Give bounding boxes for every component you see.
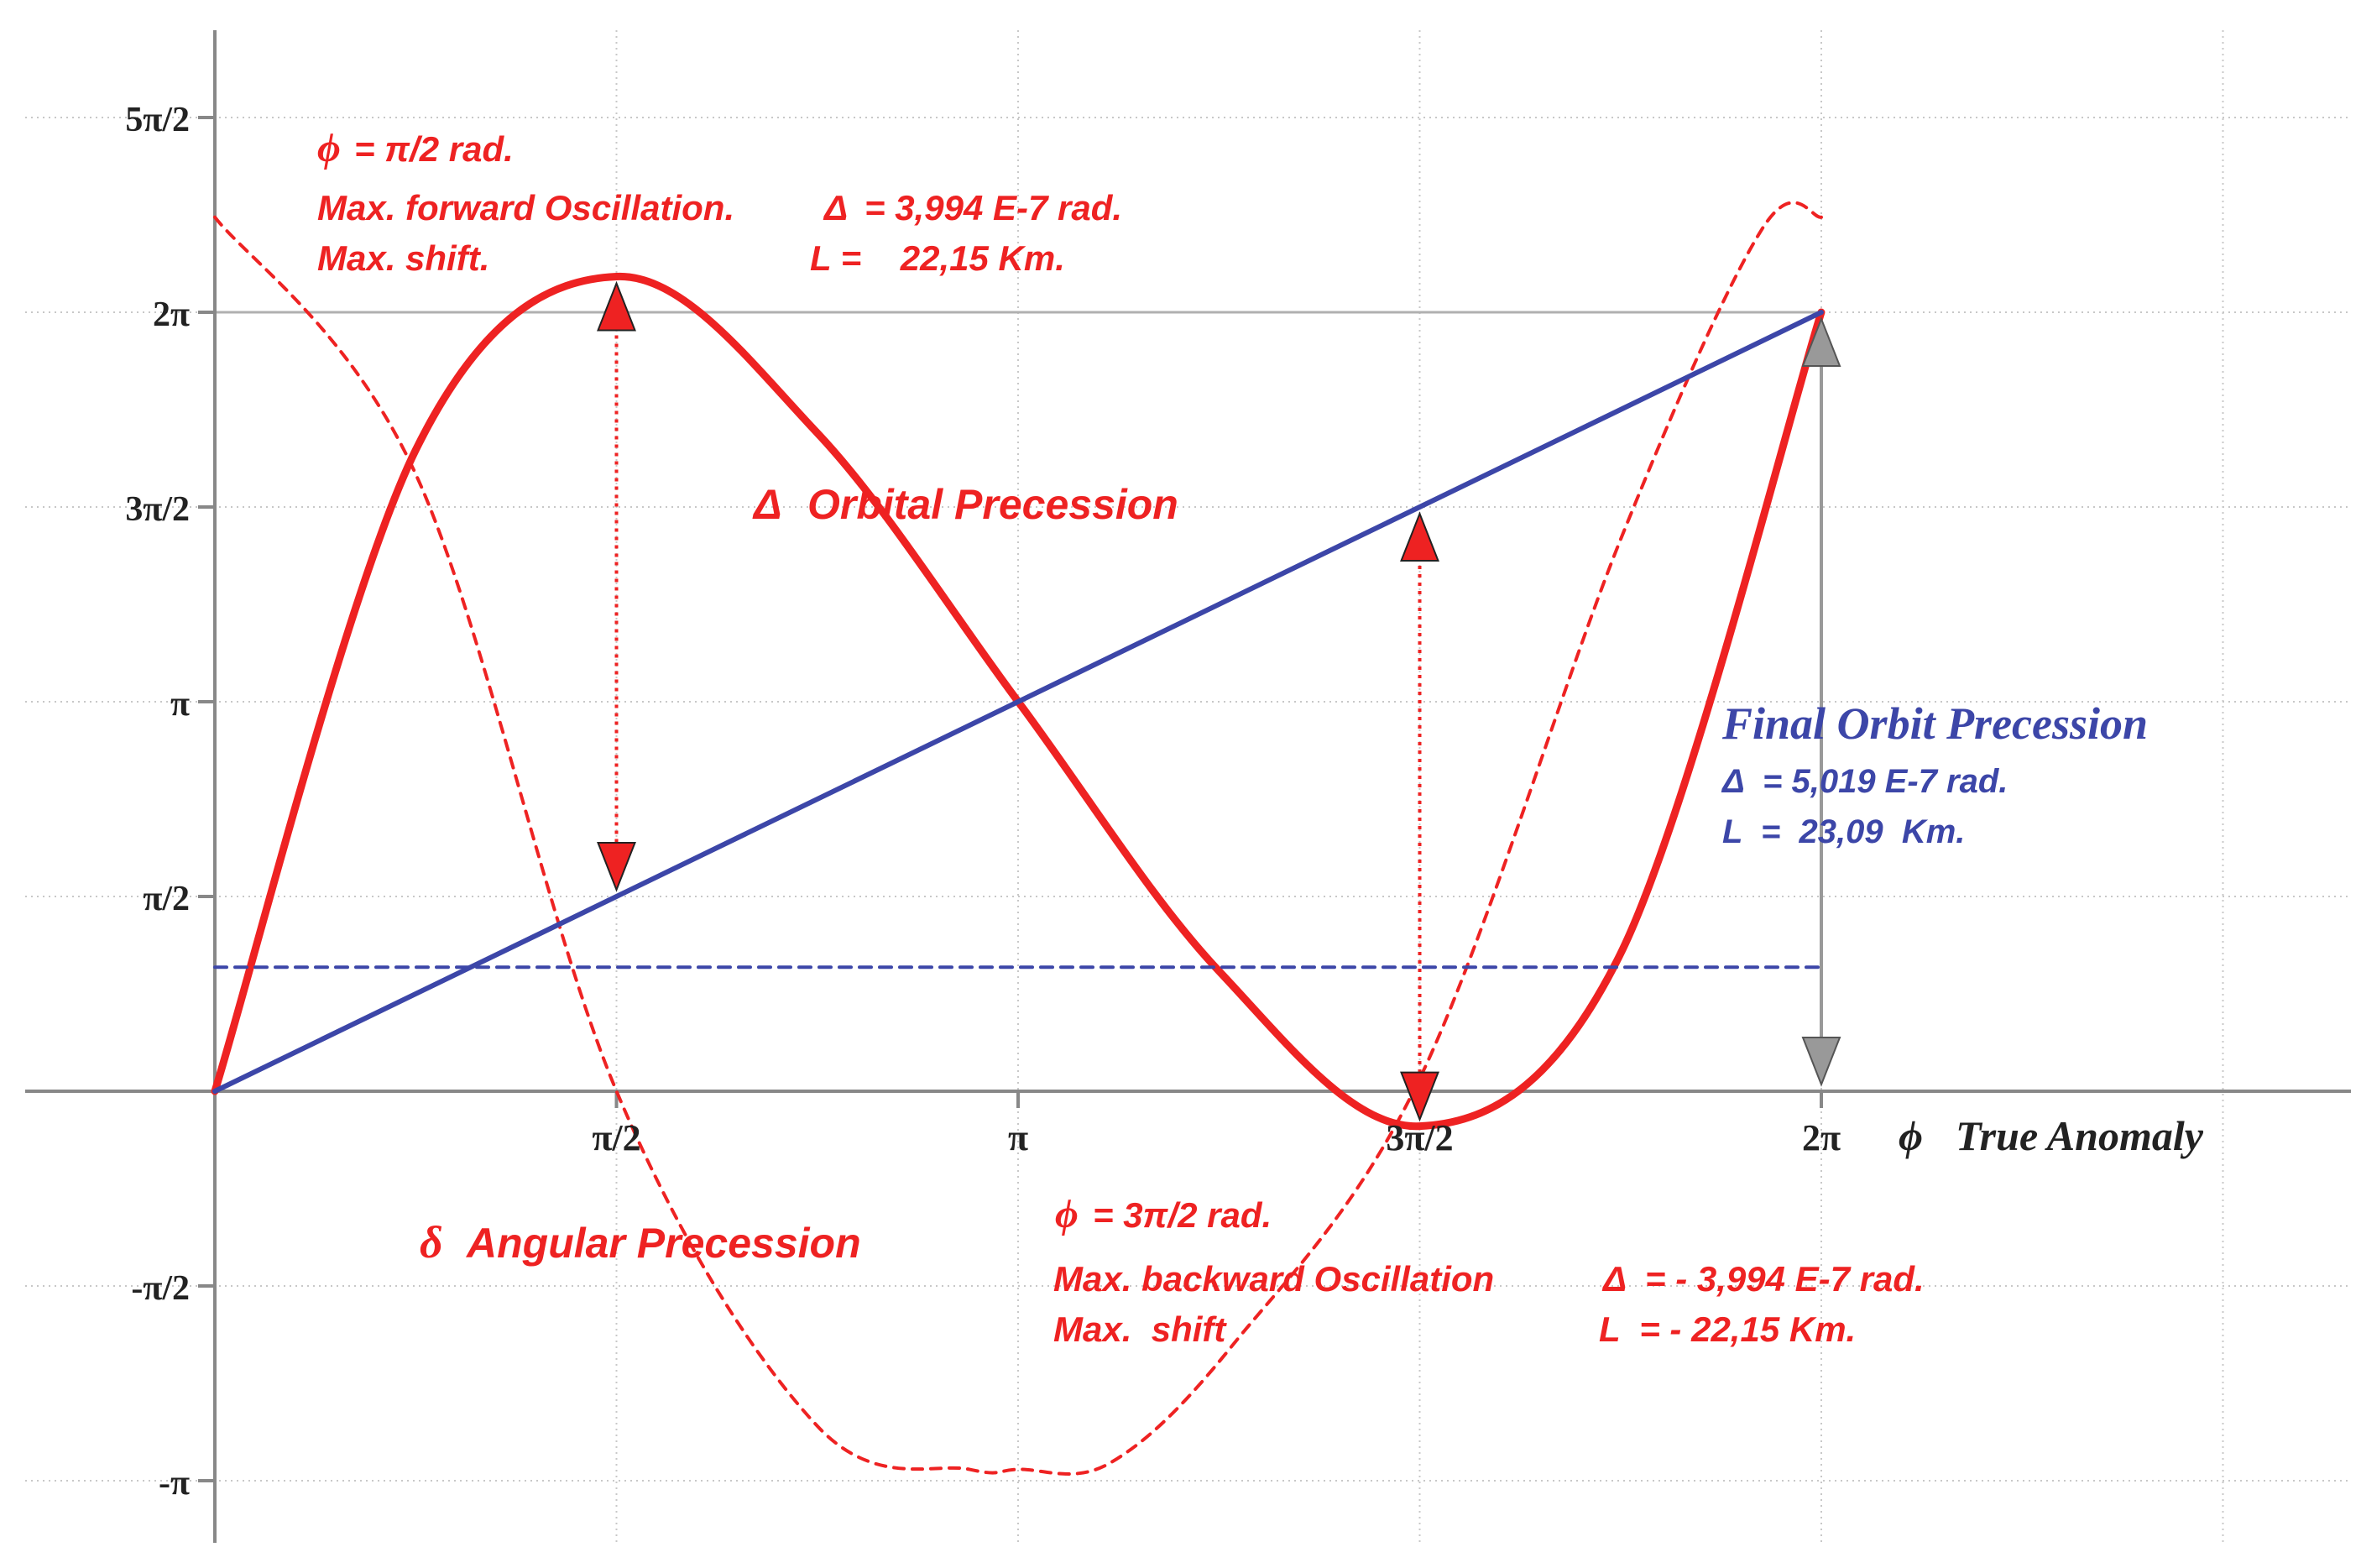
x-axis-symbol: ϕ (1899, 1112, 1923, 1159)
angular-precession-label: Angular Precession (465, 1220, 861, 1267)
series (211, 201, 1826, 1476)
x-tick-label: π/2 (592, 1117, 640, 1158)
final-delta-symbol: Δ (1721, 763, 1745, 800)
marker-up-arrow (1801, 316, 1841, 367)
forward-phi-symbol: ϕ (317, 126, 341, 170)
final-orbit-label: Final Orbit Precession (1721, 698, 2148, 749)
backward-phi-text: = 3π/2 rad. (1093, 1195, 1272, 1235)
marker-down-arrow (597, 842, 636, 892)
forward-phi-text: = π/2 rad. (354, 129, 514, 169)
x-axis-label: True Anomaly (1956, 1112, 2204, 1159)
y-tick-label: -π (159, 1464, 190, 1503)
y-tick-label: π (170, 685, 190, 724)
orbital-precession-delta: Δ (752, 481, 782, 528)
x-tick-label: 3π/2 (1386, 1117, 1453, 1158)
y-tick-label: π/2 (143, 880, 190, 918)
forward-l-text: L = 22,15 Km. (810, 238, 1065, 278)
backward-phi-symbol: ϕ (1055, 1192, 1079, 1236)
tick-labels: 5π/2 2π 3π/2 π π/2 -π/2 -π π/2 π 3π/2 2π (125, 101, 1841, 1503)
x-tick-label: 2π (1802, 1117, 1841, 1158)
marker-down-arrow (1400, 1071, 1439, 1122)
markers (597, 280, 1841, 1122)
forward-line1: Max. forward Oscillation. (317, 188, 734, 227)
y-tick-label: 3π/2 (125, 490, 190, 529)
backward-line2: Max. shift (1053, 1309, 1227, 1349)
marker-down-arrow (1801, 1037, 1841, 1087)
y-tick-label: 5π/2 (125, 101, 190, 139)
marker-up-arrow (1400, 511, 1439, 562)
forward-delta-symbol: Δ (823, 188, 848, 227)
y-tick-label: -π/2 (131, 1269, 190, 1308)
x-tick-label: π (1008, 1117, 1028, 1158)
final-l-text: L = 23,09 Km. (1722, 813, 1965, 850)
backward-delta-symbol: Δ (1601, 1259, 1627, 1299)
y-tick-label: 2π (153, 295, 190, 334)
forward-delta-text: = 3,994 E-7 rad. (864, 188, 1122, 227)
backward-delta-text: = - 3,994 E-7 rad. (1645, 1259, 1925, 1299)
backward-l-text: L = - 22,15 Km. (1599, 1309, 1856, 1349)
marker-up-arrow (597, 280, 636, 332)
final-delta-text: = 5,019 E-7 rad. (1763, 763, 2008, 800)
final-orbit-precession-line (212, 310, 1824, 1094)
angular-precession-curve (213, 201, 1823, 1476)
angular-precession-delta: δ (420, 1217, 443, 1267)
backward-line1: Max. backward Oscillation (1053, 1259, 1494, 1299)
forward-line2: Max. shift. (317, 238, 489, 278)
orbital-precession-label: Orbital Precession (807, 481, 1178, 528)
grid (25, 30, 2351, 1543)
